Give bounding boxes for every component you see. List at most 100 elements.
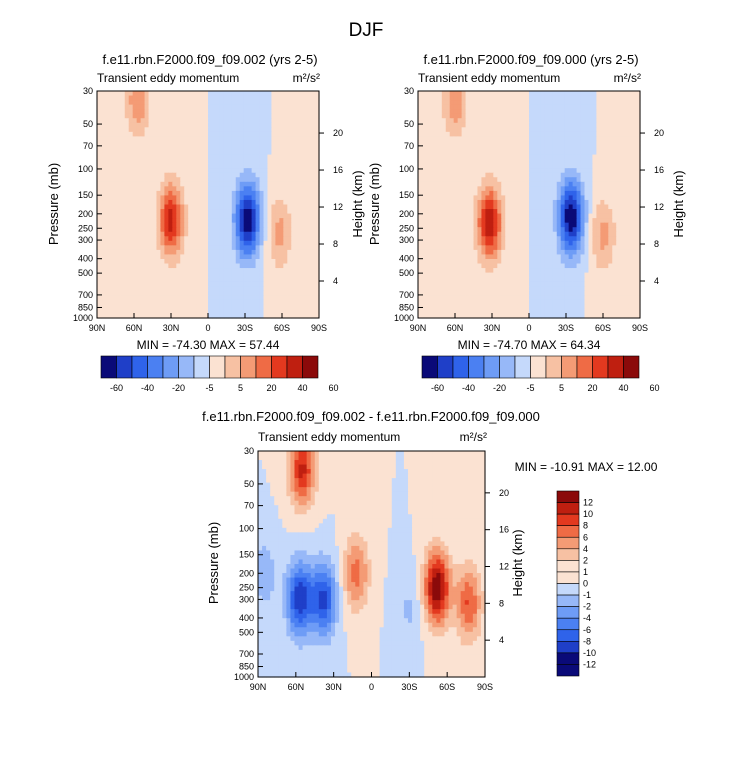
field-cell [148, 113, 154, 119]
field-cell [477, 213, 483, 219]
field-cell [299, 181, 304, 187]
field-cell [263, 222, 269, 228]
field-cell [263, 231, 269, 237]
field-cell [100, 100, 106, 106]
field-cell [247, 286, 253, 292]
field-cell [588, 91, 594, 97]
field-cell [505, 168, 510, 174]
field-cell [556, 186, 562, 192]
field-cell [548, 258, 554, 265]
field-cell [223, 290, 229, 296]
field-cell [104, 313, 110, 319]
field-cell [156, 168, 162, 174]
field-cell [465, 177, 471, 183]
field-cell [192, 186, 197, 192]
field-cell [152, 136, 158, 142]
field-cell [219, 168, 225, 174]
field-cell [525, 227, 530, 233]
field-cell [608, 118, 613, 124]
field-cell [156, 186, 162, 192]
field-cell [453, 118, 459, 124]
field-cell [215, 159, 221, 165]
field-cell [112, 268, 118, 274]
field-cell [263, 113, 269, 119]
field-cell [568, 218, 574, 224]
field-cell [315, 95, 320, 101]
field-cell [204, 272, 209, 278]
field-cell [425, 109, 431, 115]
field-cell [227, 204, 233, 210]
field-cell [580, 204, 586, 210]
field-cell [208, 199, 213, 206]
field-cell [473, 186, 479, 192]
field-cell [172, 177, 177, 183]
field-cell [473, 209, 479, 215]
field-cell [509, 195, 514, 201]
field-cell [513, 91, 518, 97]
field-cell [100, 186, 106, 192]
field-cell [136, 145, 142, 151]
field-cell [243, 290, 249, 296]
field-cell [219, 286, 225, 292]
field-cell [231, 199, 237, 206]
field-cell [592, 168, 597, 174]
field-cell [529, 150, 534, 156]
field-cell [636, 150, 641, 156]
field-cell [461, 177, 467, 183]
field-cell [433, 190, 439, 197]
field-cell [315, 131, 320, 137]
field-cell [493, 204, 498, 210]
field-cell [279, 204, 284, 210]
field-cell [100, 190, 106, 197]
field-cell [307, 304, 312, 310]
field-cell [251, 263, 257, 269]
field-cell [608, 213, 613, 219]
field-cell [291, 213, 296, 219]
field-cell [548, 168, 554, 174]
field-cell [291, 290, 296, 296]
field-cell [176, 240, 181, 246]
field-cell [418, 177, 423, 183]
colorbar-label: 60 [328, 383, 338, 393]
field-cell [568, 95, 574, 101]
field-cell [568, 249, 574, 256]
field-cell [584, 190, 590, 197]
field-cell [259, 231, 265, 237]
field-cell [176, 195, 181, 201]
field-cell [184, 186, 189, 192]
field-cell [247, 290, 253, 296]
field-cell [584, 154, 590, 160]
field-cell [140, 190, 146, 197]
field-cell [457, 190, 463, 197]
field-cell [493, 236, 498, 242]
field-cell [168, 91, 173, 97]
field-cell [251, 181, 257, 187]
field-cell [612, 240, 617, 246]
field-cell [247, 249, 253, 256]
field-cell [184, 263, 189, 269]
field-cell [418, 168, 423, 174]
field-cell [608, 140, 613, 147]
field-cell [211, 172, 217, 178]
field-cell [227, 186, 233, 192]
field-cell [441, 122, 447, 128]
y-tick-label: 400 [78, 254, 93, 264]
field-cell [501, 127, 506, 133]
field-cell [441, 227, 447, 233]
field-cell [239, 159, 245, 165]
field-cell [108, 295, 114, 301]
field-cell [560, 218, 566, 224]
field-cell [152, 263, 158, 269]
field-cell [120, 177, 126, 183]
field-cell [104, 299, 110, 305]
field-cell [560, 195, 566, 201]
field-cell [497, 113, 502, 119]
field-cell [259, 168, 265, 174]
field-cell [164, 195, 169, 201]
field-cell [148, 209, 154, 215]
field-cell [544, 159, 550, 165]
field-cell [576, 236, 582, 242]
field-cell [136, 136, 142, 142]
field-cell [259, 163, 265, 169]
field-cell [188, 313, 193, 319]
